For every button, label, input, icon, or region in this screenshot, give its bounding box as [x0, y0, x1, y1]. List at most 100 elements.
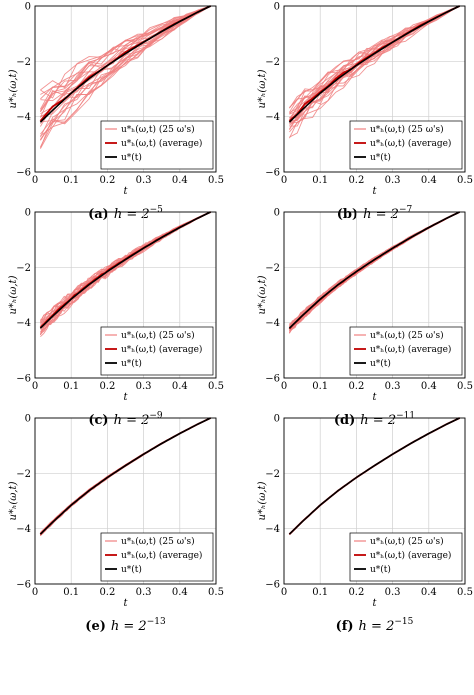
sample-path — [40, 417, 211, 535]
x-tick-label: 0 — [32, 175, 38, 186]
legend-entry: u*ₕ(ω,t) (25 ω's) — [370, 124, 444, 135]
sample-path — [40, 417, 211, 536]
legend-entry: u*ₕ(ω,t) (average) — [370, 344, 451, 355]
sample-path — [289, 211, 460, 330]
sample-path — [40, 211, 211, 335]
sample-paths — [289, 417, 460, 536]
sample-path — [289, 417, 460, 535]
y-tick-label: −6 — [16, 580, 31, 591]
sample-path — [40, 417, 211, 536]
x-tick-label: 0 — [281, 381, 287, 392]
x-tick-label: 0.1 — [63, 587, 79, 598]
legend-entry: u*ₕ(ω,t) (25 ω's) — [370, 536, 444, 547]
x-tick-label: 0.4 — [421, 175, 437, 186]
y-tick-label: −4 — [265, 318, 280, 329]
caption-label: (b) — [337, 207, 358, 222]
y-tick-label: −6 — [265, 168, 280, 179]
sample-path — [289, 417, 460, 534]
legend-entry: u*ₕ(ω,t) (average) — [121, 344, 202, 355]
sample-path — [289, 417, 460, 534]
x-axis-label: t — [123, 392, 128, 403]
sample-path — [40, 417, 211, 534]
sample-path — [40, 417, 211, 535]
sample-path — [40, 417, 211, 536]
sample-path — [289, 417, 460, 535]
legend-entry: u*ₕ(ω,t) (25 ω's) — [121, 330, 195, 341]
sample-path — [289, 211, 460, 333]
panel-6: 0 0.1 0.2 0.3 0.4 0.5 0 −2 −4 −6 t u*ₕ(ω,t) u*ₕ(ω,t)… — [257, 414, 473, 635]
sample-path — [39, 211, 211, 335]
sample-path — [289, 211, 460, 333]
x-tick-label: 0.4 — [172, 381, 188, 392]
x-axis-label: t — [123, 186, 128, 197]
sample-path — [40, 417, 211, 537]
caption-exponent: −7 — [399, 205, 413, 215]
sample-path — [40, 211, 211, 329]
average-path — [288, 417, 460, 535]
sample-path — [289, 417, 460, 535]
sample-path — [289, 417, 460, 535]
panel-3: 0 0.1 0.2 0.3 0.4 0.5 0 −2 −4 −6 t u*ₕ(ω,t) u*ₕ(ω,t)… — [8, 208, 224, 429]
legend-entry: u*(t) — [370, 564, 391, 575]
sample-path — [289, 211, 460, 327]
y-tick-label: 0 — [274, 208, 280, 219]
axes-box — [283, 5, 466, 173]
sample-path — [40, 211, 211, 335]
sample-path — [40, 417, 211, 534]
legend-entry: u*ₕ(ω,t) (25 ω's) — [370, 330, 444, 341]
sample-path — [289, 211, 460, 331]
sample-path — [289, 417, 460, 535]
sample-path — [288, 211, 460, 334]
axes-box — [283, 211, 466, 379]
sample-path — [289, 211, 460, 334]
x-tick-label: 0.5 — [208, 175, 224, 186]
sample-path — [40, 211, 211, 329]
legend-entry: u*(t) — [370, 358, 391, 369]
x-tick-label: 0.1 — [312, 175, 328, 186]
legend-entry: u*ₕ(ω,t) (25 ω's) — [121, 536, 195, 547]
sample-path — [289, 417, 460, 535]
legend-box — [349, 326, 463, 376]
axes-box — [34, 5, 217, 173]
x-tick-label: 0.3 — [136, 381, 152, 392]
legend-entry: u*ₕ(ω,t) (average) — [121, 550, 202, 561]
x-tick-label: 0.1 — [312, 587, 328, 598]
sample-paths — [39, 211, 211, 338]
sample-path — [40, 417, 211, 536]
x-tick-label: 0.5 — [457, 587, 473, 598]
y-tick-label: −4 — [16, 112, 31, 123]
caption-label: (e) — [85, 619, 106, 634]
panel-caption: (a) h = 2−5 — [88, 205, 163, 222]
sample-path — [289, 5, 460, 133]
y-axis-label: u*ₕ(ω,t) — [8, 275, 19, 314]
x-tick-label: 0.3 — [385, 175, 401, 186]
panel-caption: (c) h = 2−9 — [88, 411, 163, 428]
average-path — [288, 211, 460, 330]
legend: u*ₕ(ω,t) (25 ω's) u*ₕ(ω,t) (average) u*(t) — [100, 326, 214, 376]
legend-entry: u*ₕ(ω,t) (average) — [121, 138, 202, 149]
y-axis-label: u*ₕ(ω,t) — [257, 481, 268, 520]
x-tick-label: 0 — [281, 587, 287, 598]
x-tick-label: 0 — [32, 587, 38, 598]
sample-path — [40, 211, 211, 328]
legend-box — [100, 326, 214, 376]
caption-exponent: −13 — [147, 617, 166, 627]
sample-path — [289, 417, 460, 535]
sample-path — [289, 5, 460, 109]
sample-path — [289, 211, 460, 334]
panel-4: 0 0.1 0.2 0.3 0.4 0.5 0 −2 −4 −6 t u*ₕ(ω,t) u*ₕ(ω,t)… — [257, 208, 473, 429]
sample-path — [289, 417, 460, 535]
caption-text: h = 2 — [360, 413, 396, 428]
sample-path — [289, 211, 460, 327]
sample-path — [289, 417, 460, 535]
panel-2: 0 0.1 0.2 0.3 0.4 0.5 0 −2 −4 −6 t u*ₕ(ω,t) u*ₕ(ω,t)… — [257, 2, 473, 223]
sample-path — [289, 211, 460, 327]
legend-box — [100, 532, 214, 582]
sample-path — [40, 211, 211, 333]
sample-path — [289, 417, 460, 534]
sample-path — [40, 211, 211, 332]
sample-path — [40, 417, 211, 534]
x-tick-label: 0.3 — [385, 587, 401, 598]
y-tick-label: −2 — [16, 263, 31, 274]
x-tick-label: 0.4 — [421, 381, 437, 392]
